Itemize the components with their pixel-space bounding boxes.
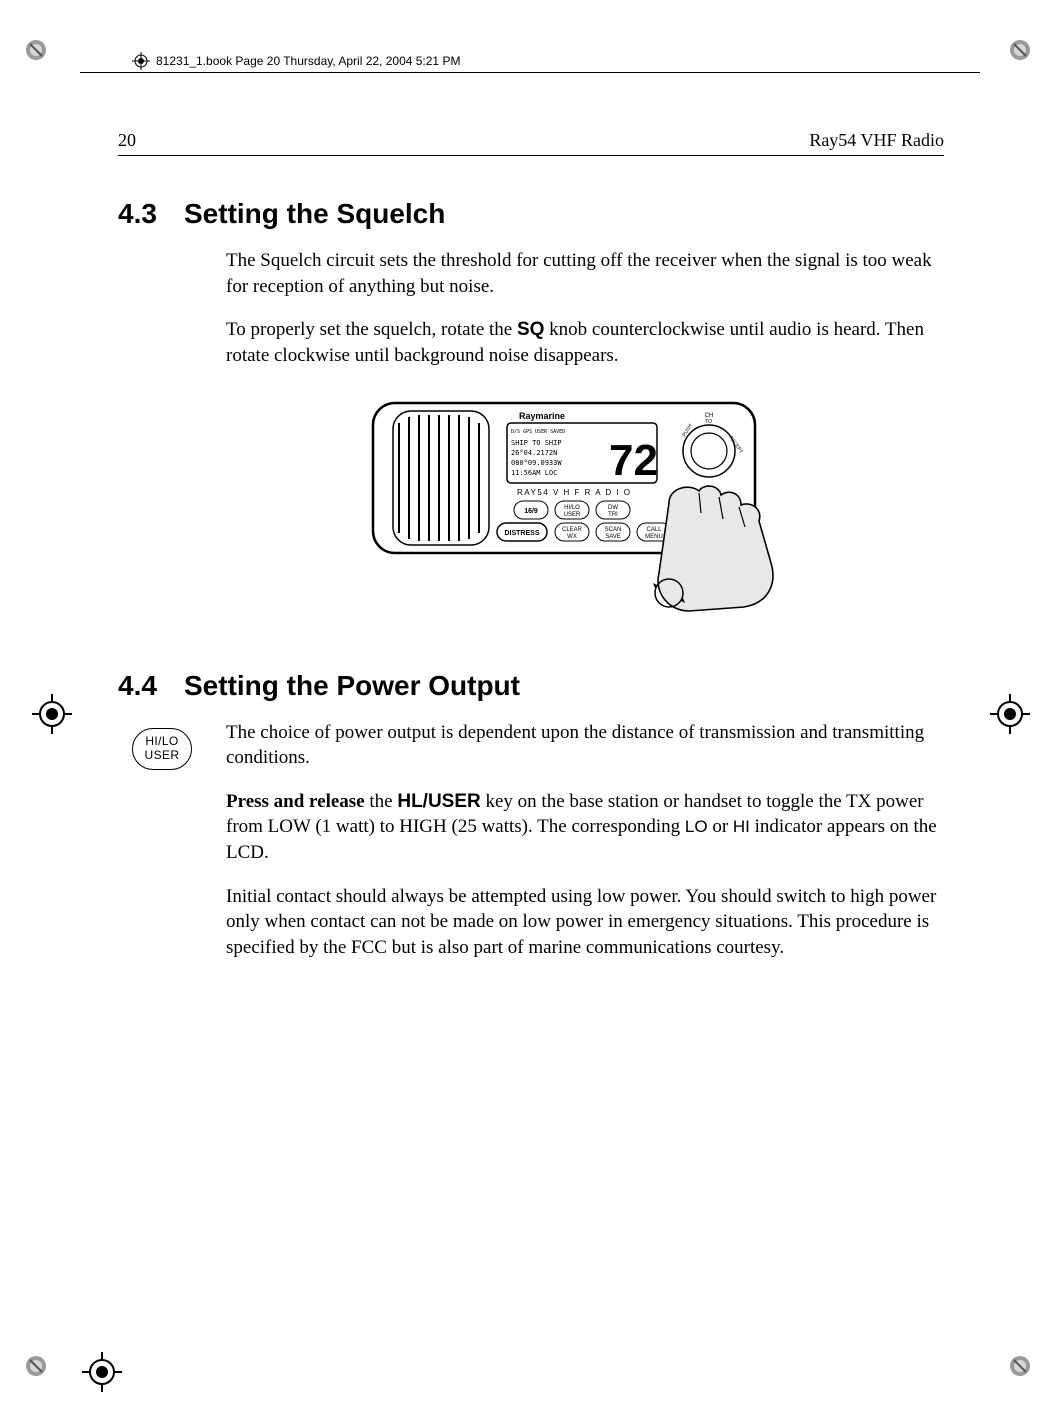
text-run: HI: [733, 817, 750, 836]
section-heading: 4.4 Setting the Power Output: [118, 670, 944, 702]
figure-squelch: Raymarine D/S GPS USER SAVED SHIP TO SHI…: [226, 393, 942, 628]
svg-text:MENU: MENU: [645, 534, 663, 540]
text-run: The choice of power output is dependent …: [226, 722, 924, 769]
lcd-line-0: SHIP TO SHIP: [511, 439, 562, 447]
section-number: 4.4: [118, 670, 166, 702]
text-run: To properly set the squelch, rotate the: [226, 319, 517, 340]
text-run: LO: [685, 817, 708, 836]
registration-mark-icon: [132, 52, 150, 70]
running-head: 20 Ray54 VHF Radio: [118, 130, 944, 156]
lcd-line-3: 11:56AM LOC: [511, 469, 557, 477]
text-run: the: [365, 791, 398, 812]
paragraph: Press and release the HL/USER key on the…: [226, 789, 942, 866]
hilo-badge-line1: HI/LO: [145, 735, 178, 748]
channel-number: 72: [609, 436, 658, 485]
brand-label: Raymarine: [519, 411, 565, 421]
section-title: Setting the Squelch: [184, 198, 445, 230]
text-run: HL/USER: [397, 791, 480, 812]
section-4-3: 4.3 Setting the Squelch The Squelch circ…: [118, 198, 944, 628]
paragraph: Initial contact should always be attempt…: [226, 884, 942, 961]
paragraph: The Squelch circuit sets the threshold f…: [226, 248, 942, 299]
page-content: 20 Ray54 VHF Radio 4.3 Setting the Squel…: [118, 130, 944, 961]
running-head-title: Ray54 VHF Radio: [809, 130, 944, 151]
section-number: 4.3: [118, 198, 166, 230]
lcd-line-1: 26°04.2172N: [511, 449, 557, 457]
text-run: or: [708, 816, 733, 837]
hilo-badge-line2: USER: [145, 749, 180, 762]
svg-text:SAVE: SAVE: [605, 534, 621, 540]
svg-text:TRI: TRI: [608, 512, 618, 518]
svg-text:USER: USER: [564, 512, 581, 518]
section-4-4: 4.4 Setting the Power Output HI/LO USER …: [118, 670, 944, 961]
paragraph: To properly set the squelch, rotate the …: [226, 317, 942, 368]
text-run: Initial contact should always be attempt…: [226, 886, 936, 958]
svg-text:DW: DW: [608, 505, 618, 511]
text-run: Press and release: [226, 791, 365, 812]
crop-mark-bl: [22, 1352, 50, 1380]
crop-mark-tr: [1006, 36, 1034, 64]
svg-text:HI/LO: HI/LO: [564, 505, 580, 511]
svg-text:CLEAR: CLEAR: [562, 527, 583, 533]
header-rule: [80, 72, 980, 73]
svg-text:SCAN: SCAN: [605, 527, 622, 533]
crop-mark-tl: [22, 36, 50, 64]
svg-text:CALL: CALL: [646, 527, 662, 533]
lcd-top-row: D/S GPS USER SAVED: [511, 429, 565, 435]
svg-text:16/9: 16/9: [524, 508, 538, 515]
svg-text:TO: TO: [705, 419, 712, 425]
framemaker-header-note: 81231_1.book Page 20 Thursday, April 22,…: [132, 52, 460, 70]
svg-text:WX: WX: [567, 534, 577, 540]
svg-text:DISTRESS: DISTRESS: [504, 530, 539, 537]
registration-mark-right: [990, 694, 1030, 734]
section-body: The choice of power output is dependent …: [226, 720, 942, 961]
header-note-text: 81231_1.book Page 20 Thursday, April 22,…: [156, 54, 460, 68]
section-body: The Squelch circuit sets the threshold f…: [226, 248, 942, 369]
registration-mark-bottom: [82, 1352, 122, 1392]
section-title: Setting the Power Output: [184, 670, 520, 702]
text-run: SQ: [517, 319, 544, 340]
paragraph: The choice of power output is dependent …: [226, 720, 942, 771]
page-number: 20: [118, 130, 136, 151]
hilo-user-key-icon: HI/LO USER: [132, 728, 192, 770]
crop-mark-br: [1006, 1352, 1034, 1380]
model-line: RAY54 V H F R A D I O: [517, 488, 632, 497]
section-heading: 4.3 Setting the Squelch: [118, 198, 944, 230]
text-run: The Squelch circuit sets the threshold f…: [226, 250, 932, 297]
registration-mark-left: [32, 694, 72, 734]
lcd-line-2: 080°09.0933W: [511, 459, 562, 467]
